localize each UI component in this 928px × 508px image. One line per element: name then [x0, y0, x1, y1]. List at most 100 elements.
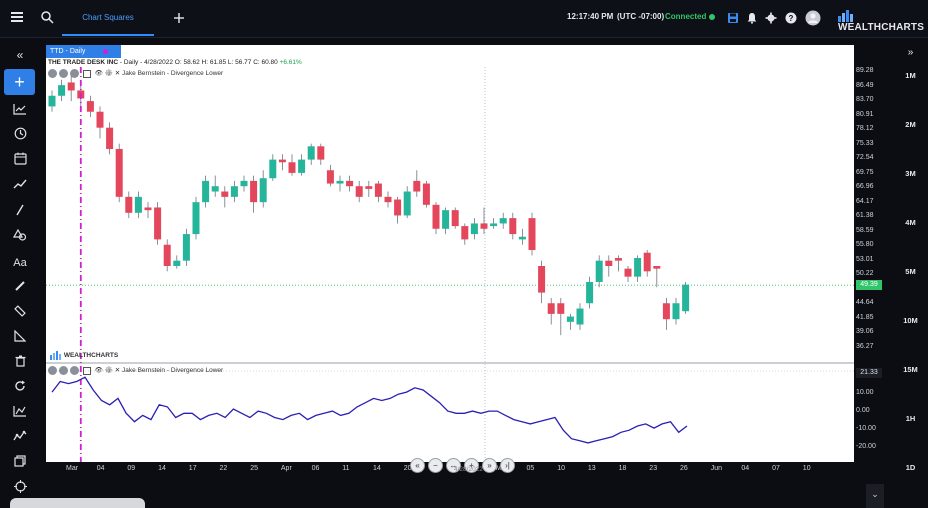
price-axis-label: 72.54	[856, 154, 874, 161]
brush-icon[interactable]	[8, 278, 32, 298]
price-axis-label: 66.96	[856, 183, 874, 190]
indicator-icon[interactable]	[8, 403, 32, 423]
timeframe-1m[interactable]: 1M	[905, 71, 916, 80]
line-tool-icon[interactable]	[8, 202, 32, 222]
scroll-end-button[interactable]: ›|	[500, 458, 515, 473]
candle-body	[250, 180, 258, 203]
candle-body	[355, 186, 363, 197]
gear-icon[interactable]	[762, 10, 780, 28]
scroll-forward-button[interactable]: »	[482, 458, 497, 473]
candle-body	[154, 207, 162, 240]
candle-body	[528, 218, 536, 251]
candle-body	[230, 186, 238, 197]
candle-body	[86, 101, 94, 112]
time-axis-label: 18	[618, 465, 627, 472]
cog-icon[interactable]: ⚙	[104, 70, 113, 78]
timeframe-10m[interactable]: 10M	[903, 316, 918, 325]
layers-icon[interactable]	[8, 453, 32, 473]
candle-body	[566, 316, 574, 322]
studies-icon[interactable]	[8, 428, 32, 448]
measure-icon[interactable]	[8, 328, 32, 348]
collapse-left-icon[interactable]: «	[16, 48, 24, 62]
eye-icon[interactable]: 👁	[94, 367, 103, 375]
price-axis-label: 78.12	[856, 125, 874, 132]
close-icon[interactable]: ✕	[114, 367, 121, 375]
search-icon[interactable]	[38, 10, 56, 28]
timeframe-3m[interactable]: 3M	[905, 169, 916, 178]
minimize-icon[interactable]	[82, 366, 91, 375]
crosshair-icon[interactable]	[8, 479, 32, 499]
hamburger-icon[interactable]	[8, 10, 26, 28]
price-axis-label: 58.59	[856, 226, 874, 234]
clock-time: 12:17:40 PM	[567, 12, 614, 21]
indicator-menu-icon[interactable]	[59, 69, 68, 78]
timeframe-1d[interactable]: 1D	[905, 463, 916, 472]
chart-type-icon[interactable]	[8, 101, 32, 121]
eye-icon[interactable]: 👁	[94, 70, 103, 78]
indicator-value-tag: 21.33	[856, 368, 882, 378]
calendar-icon[interactable]	[8, 151, 32, 171]
cog-icon[interactable]: ⚙	[104, 367, 113, 375]
trash-icon[interactable]	[8, 353, 32, 373]
candle-body	[221, 191, 229, 197]
candle-body	[586, 281, 594, 304]
price-axis-label: 86.49	[856, 81, 874, 89]
close-icon[interactable]: ✕	[114, 70, 121, 78]
time-axis-label: 09	[127, 465, 136, 472]
add-drawing-button[interactable]: +	[4, 69, 35, 95]
candle-body	[96, 111, 104, 128]
minimize-icon[interactable]	[82, 69, 91, 78]
bottom-panel-tab[interactable]	[10, 498, 145, 508]
candle-body	[509, 218, 517, 235]
indicator-settings-icon[interactable]	[70, 69, 79, 78]
time-axis-label: 13	[587, 465, 596, 472]
ruler-icon[interactable]	[8, 303, 32, 323]
symbol-tag-label: TTD - Daily	[50, 48, 86, 55]
candlestick-chart[interactable]	[46, 45, 854, 468]
candle-body	[58, 85, 66, 96]
help-icon[interactable]: ?	[782, 10, 800, 28]
price-axis-label: 39.06	[856, 328, 874, 335]
candle-body	[144, 207, 152, 211]
time-axis-label: 26	[680, 465, 688, 472]
plus-icon[interactable]	[170, 10, 188, 28]
indicator-menu-icon[interactable]	[59, 366, 68, 375]
connection-status-label: Connected	[665, 12, 707, 21]
text-tool-icon[interactable]: Aa	[13, 257, 27, 269]
candle-body	[634, 258, 642, 277]
timeframe-1h[interactable]: 1H	[905, 414, 916, 423]
expand-right-icon[interactable]: »	[907, 47, 914, 58]
timeframe-15m[interactable]: 15M	[903, 365, 918, 374]
timeframe-4m[interactable]: 4M	[905, 218, 916, 227]
symbol-tag[interactable]: TTD - Daily	[46, 45, 121, 58]
save-icon[interactable]	[724, 10, 742, 28]
zoom-in-button[interactable]: +	[464, 458, 479, 473]
trend-icon[interactable]	[8, 176, 32, 196]
bell-icon[interactable]	[743, 10, 761, 28]
indicator-axis-label: -20.00	[856, 443, 876, 450]
tab-chart-squares[interactable]: Chart Squares	[62, 0, 154, 36]
zoom-out-button[interactable]: −	[428, 458, 443, 473]
shapes-icon[interactable]	[8, 227, 32, 247]
fit-button[interactable]: ↔	[446, 458, 461, 473]
timeframe-5m[interactable]: 5M	[905, 267, 916, 276]
indicator-axis-label: 10.00	[856, 389, 874, 396]
chart-canvas[interactable]	[46, 45, 854, 468]
candle-body	[192, 202, 200, 235]
scroll-start-button[interactable]: «	[410, 458, 425, 473]
connection-status: Connected	[665, 12, 716, 21]
avatar[interactable]	[804, 10, 822, 28]
refresh-icon[interactable]	[8, 378, 32, 398]
indicator-toggle-icon[interactable]	[48, 69, 57, 78]
indicator-toggle-icon[interactable]	[48, 366, 57, 375]
indicator-line	[51, 376, 688, 444]
indicator-header-lower: 👁 ⚙ ✕ Jake Bernstein - Divergence Lower	[48, 366, 223, 376]
timeframe-2m[interactable]: 2M	[905, 120, 916, 129]
candle-body	[182, 234, 190, 261]
indicator-settings-icon[interactable]	[70, 366, 79, 375]
price-axis[interactable]: 89.28 86.49 83.70 80.91 78.12 75.33 72.54 69.75…	[854, 67, 882, 467]
chevron-down-icon[interactable]: ⌄	[866, 484, 884, 508]
candle-body	[307, 146, 315, 160]
clock-icon[interactable]	[8, 126, 32, 146]
candle-body	[490, 223, 498, 227]
